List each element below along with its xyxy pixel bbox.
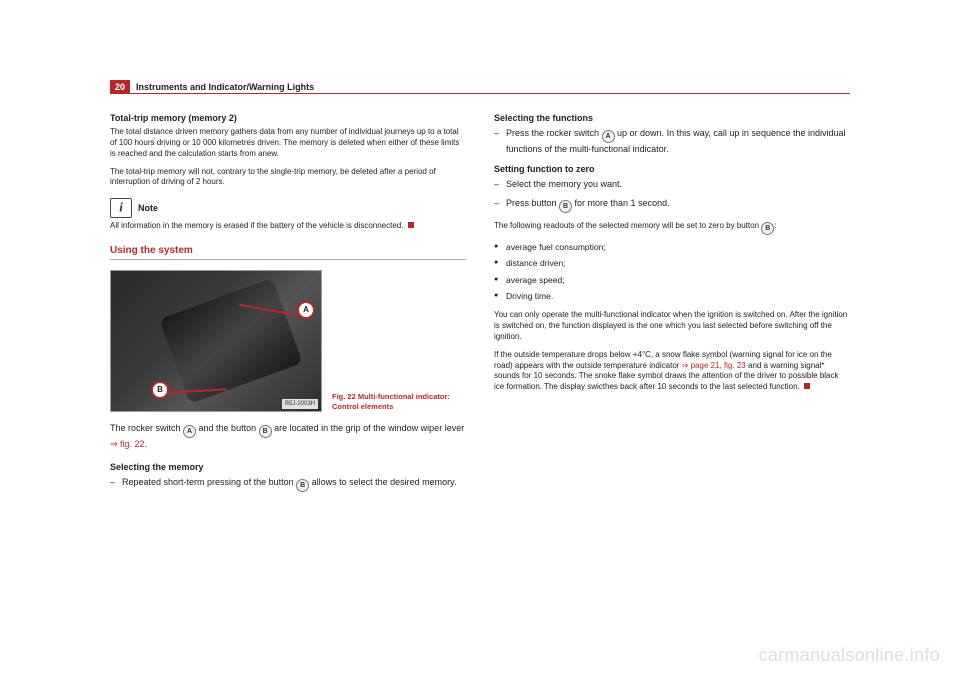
wiper-stalk-graphic [159,279,303,405]
marker-b-inline: B [259,425,272,438]
bullet-4: Driving time. [494,291,850,302]
selecting-memory-item: Repeated short-term pressing of the butt… [110,476,466,492]
selecting-functions-list: Press the rocker switch A up or down. In… [494,127,850,155]
total-trip-p2: The total-trip memory will not, contrary… [110,167,466,189]
marker-a-inline: A [183,425,196,438]
marker-a: A [297,301,315,319]
page-number: 20 [110,80,130,94]
bullet-3: average speed; [494,275,850,286]
fig-ref: ⇒ fig. 22 [110,439,145,449]
figure-code: B5J-2003H [282,399,318,409]
page-content: 20 Instruments and Indicator/Warning Lig… [110,80,850,500]
using-system-heading: Using the system [110,244,466,258]
operate-text: You can only operate the multi-functiona… [494,310,850,342]
figure-22: A B B5J-2003H Fig. 22 Multi-functional i… [110,270,466,412]
sf-1a: Press the rocker switch [506,128,602,138]
setting-zero-heading: Setting function to zero [494,163,850,175]
total-trip-heading: Total-trip memory (memory 2) [110,112,466,124]
rs-t2: and the button [196,423,259,433]
note-block: Note [110,198,466,218]
watermark: carmanualsonline.info [759,643,940,667]
zero-item-1: Select the memory you want. [494,178,850,190]
selecting-functions-item: Press the rocker switch A up or down. In… [494,127,850,155]
section-rule [110,259,466,260]
rs-t1: The rocker switch [110,423,183,433]
rocker-switch-text: The rocker switch A and the button B are… [110,422,466,450]
end-marker-icon [408,222,414,228]
end-marker-icon-2 [804,383,810,389]
selecting-memory-list: Repeated short-term pressing of the butt… [110,476,466,492]
zero-item-2: Press button B for more than 1 second. [494,197,850,213]
readout-1: The following readouts of the selected m… [494,221,761,230]
bullet-1: average fuel consumption; [494,242,850,253]
figure-image: A B B5J-2003H [110,270,322,412]
marker-b-inline-2: B [296,479,309,492]
right-column: Selecting the functions Press the rocker… [494,112,850,500]
note-label: Note [138,202,158,214]
page-header: 20 Instruments and Indicator/Warning Lig… [110,80,850,94]
readout-text: The following readouts of the selected m… [494,221,850,235]
z2b: for more than 1 second. [572,198,670,208]
selecting-memory-heading: Selecting the memory [110,461,466,473]
temp-ref: ⇒ page 21, fig. 23 [682,361,746,370]
temperature-text: If the outside temperature drops below +… [494,350,850,393]
readout-bullets: average fuel consumption; distance drive… [494,242,850,303]
figure-caption: Fig. 22 Multi-functional indicator: Cont… [332,392,452,412]
note-text: All information in the memory is erased … [110,221,466,232]
info-icon [110,198,132,218]
marker-b-inline-4: B [761,222,774,235]
z2a: Press button [506,198,559,208]
marker-b: B [151,381,169,399]
selecting-functions-heading: Selecting the functions [494,112,850,124]
total-trip-p1: The total distance driven memory gathers… [110,127,466,159]
marker-b-inline-3: B [559,200,572,213]
sm-1a: Repeated short-term pressing of the butt… [122,477,296,487]
left-column: Total-trip memory (memory 2) The total d… [110,112,466,500]
marker-a-inline-2: A [602,130,615,143]
two-column-layout: Total-trip memory (memory 2) The total d… [110,112,850,500]
header-title: Instruments and Indicator/Warning Lights [136,80,314,94]
setting-zero-list: Select the memory you want. Press button… [494,178,850,212]
header-rule [130,93,850,94]
note-text-span: All information in the memory is erased … [110,221,403,230]
sm-1b: allows to select the desired memory. [309,477,456,487]
bullet-2: distance driven; [494,258,850,269]
rs-t3: are located in the grip of the window wi… [272,423,465,433]
